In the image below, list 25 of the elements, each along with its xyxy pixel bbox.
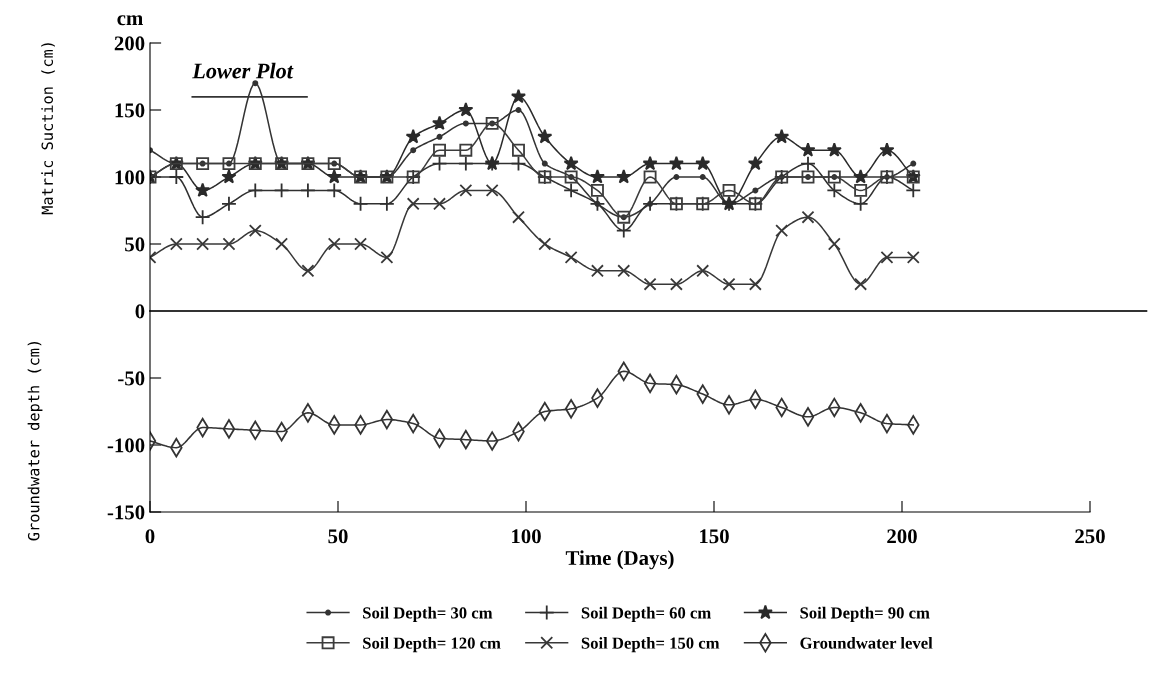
y-axis-title: Matric Suction (cm): [41, 43, 55, 215]
x-tick-label: 150: [700, 529, 729, 544]
y-tick-label: 50: [125, 237, 145, 252]
legend-label: Soil Depth= 60 cm: [581, 606, 711, 622]
text: Groundwater depth (cm): [27, 342, 43, 541]
x-tick-label: 0: [145, 529, 155, 544]
legend-label: Soil Depth= 120 cm: [363, 637, 501, 653]
legend-label: Soil Depth= 150 cm: [581, 637, 720, 653]
legend-label: Soil Depth= 30 cm: [363, 606, 493, 622]
x-tick-label: 100: [512, 529, 541, 544]
legend-label: Soil Depth= 90 cm: [800, 606, 930, 622]
y-tick-label: -50: [118, 371, 145, 386]
y-tick-label: -150: [107, 505, 145, 520]
x-tick-label: 50: [328, 529, 348, 544]
text: cm: [117, 15, 143, 26]
x-axis-title: Time (Days): [565, 550, 674, 570]
y-tick-label: 200: [114, 36, 145, 51]
x-tick-label: 200: [887, 529, 917, 544]
legend-label: Groundwater level: [800, 637, 933, 649]
y-tick-label: 0: [135, 304, 145, 319]
y-tick-label: 150: [115, 103, 145, 118]
text: Lower Plot: [192, 62, 294, 79]
x-tick-label: 250: [1075, 529, 1105, 544]
y-tick-label: 100: [115, 170, 145, 185]
y-tick-label: -100: [107, 438, 145, 453]
